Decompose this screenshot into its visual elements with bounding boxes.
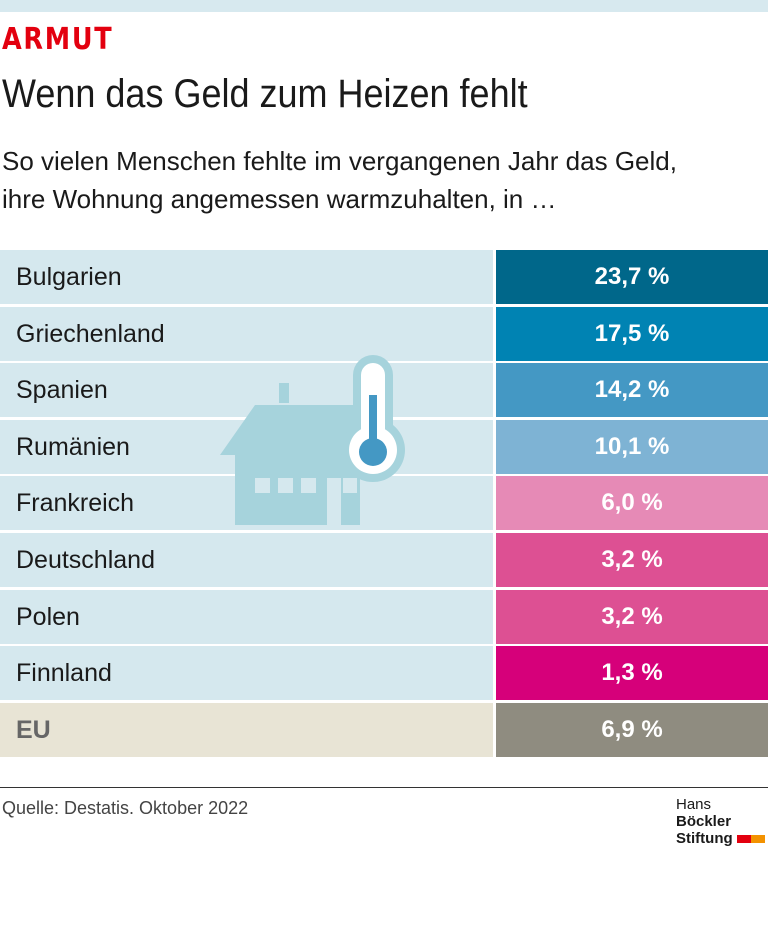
subtitle: So vielen Menschen fehlte im vergangenen… xyxy=(2,142,677,218)
country-label: Finnland xyxy=(0,646,493,701)
value-cell: 3,2 % xyxy=(496,589,768,644)
country-label: Spanien xyxy=(0,363,493,418)
kicker: ARMUT xyxy=(2,22,114,57)
divider xyxy=(0,787,768,788)
country-label: Griechenland xyxy=(0,306,493,361)
value-cell: 6,9 % xyxy=(496,702,768,757)
value-cell: 6,0 % xyxy=(496,476,768,531)
country-label: EU xyxy=(0,702,493,757)
value-cell: 23,7 % xyxy=(496,250,768,304)
logo-text-boeckler: Böckler xyxy=(676,813,732,830)
logo-text-stiftung: Stiftung xyxy=(676,830,733,847)
country-label: Polen xyxy=(0,589,493,644)
subtitle-line-2: ihre Wohnung angemessen warmzuhalten, in… xyxy=(2,184,557,214)
table-row: Deutschland 3,2 % xyxy=(0,533,768,587)
table-row: Griechenland 17,5 % xyxy=(0,306,768,361)
top-bar xyxy=(0,0,768,12)
value-cell: 3,2 % xyxy=(496,533,768,587)
house-thermometer-icon xyxy=(220,355,405,525)
table-row: Finnland 1,3 % xyxy=(0,646,768,701)
logo-text-hans: Hans xyxy=(676,796,712,813)
value-cell: 10,1 % xyxy=(496,419,768,474)
hans-boeckler-logo: Hans Böckler Stiftung xyxy=(676,796,768,847)
table-row: Polen 3,2 % xyxy=(0,589,768,644)
page-title: Wenn das Geld zum Heizen fehlt xyxy=(2,72,528,116)
source-note: Quelle: Destatis. Oktober 2022 xyxy=(2,798,249,818)
country-label: Deutschland xyxy=(0,533,493,587)
value-cell: 17,5 % xyxy=(496,306,768,361)
value-cell: 14,2 % xyxy=(496,363,768,418)
table-row: EU 6,9 % xyxy=(0,702,768,757)
value-cell: 1,3 % xyxy=(496,646,768,701)
subtitle-line-1: So vielen Menschen fehlte im vergangenen… xyxy=(2,146,677,176)
table-row: Spanien 14,2 % xyxy=(0,363,768,418)
table-row: Bulgarien 23,7 % xyxy=(0,250,768,304)
country-label: Bulgarien xyxy=(0,250,493,304)
